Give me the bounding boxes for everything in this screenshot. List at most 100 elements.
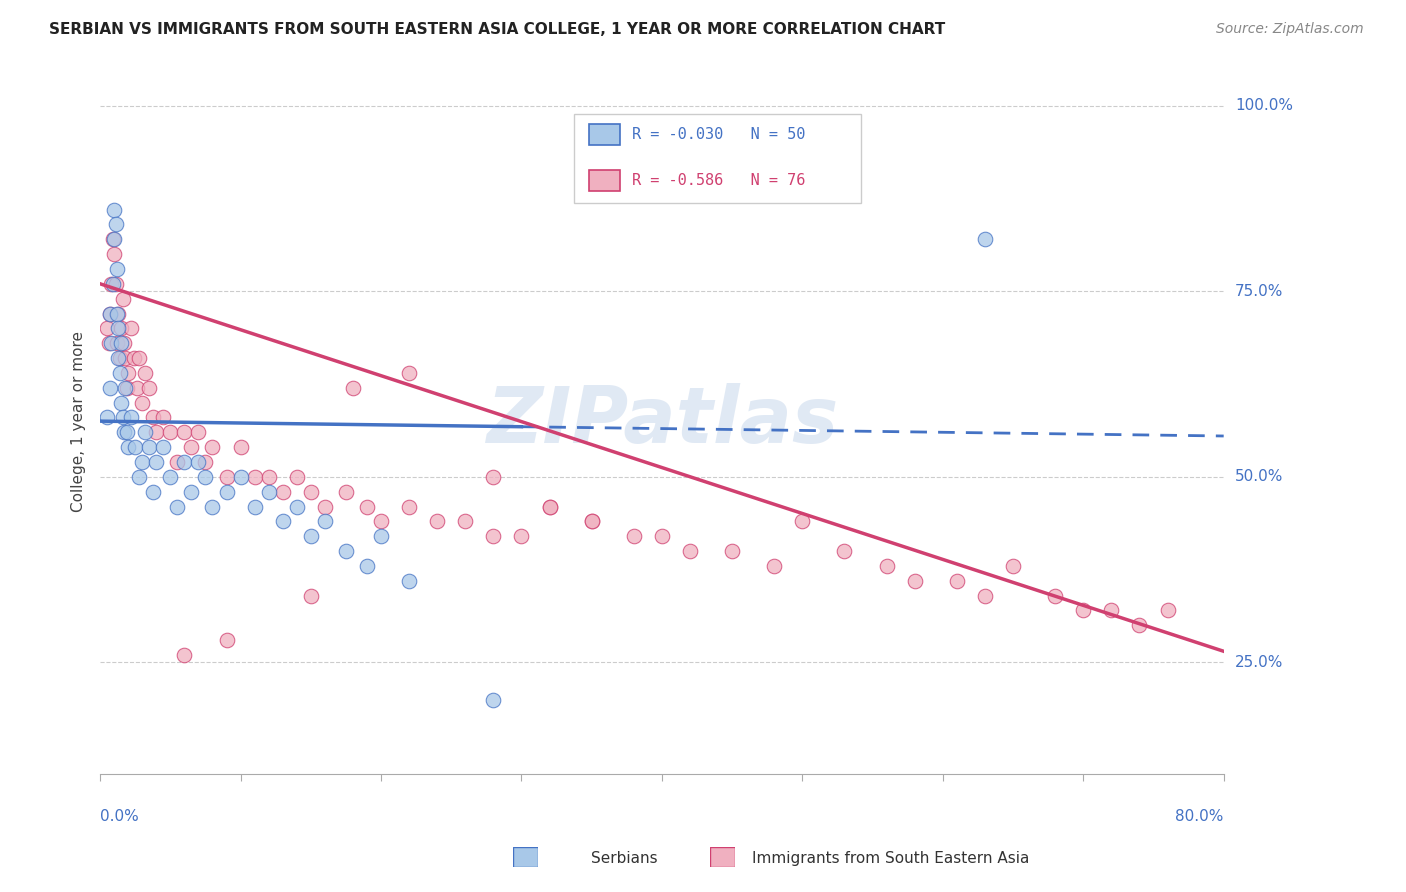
Point (454, 514, 477, 528)
Point (482, 692, 505, 706)
Point (115, 381, 138, 395)
Text: 100.0%: 100.0% (1234, 98, 1294, 113)
Point (1099, 603, 1122, 617)
Point (117, 366, 139, 380)
Point (110, 395, 132, 409)
Point (904, 574, 927, 588)
Point (651, 529, 673, 543)
Point (426, 514, 449, 528)
Point (117, 440, 139, 454)
Point (229, 440, 252, 454)
Point (299, 589, 322, 603)
Point (398, 366, 420, 380)
Point (112, 336, 135, 351)
Point (834, 544, 856, 558)
Point (115, 425, 138, 440)
Point (96, 410, 118, 425)
Point (107, 306, 129, 320)
Point (243, 470, 266, 484)
Point (166, 455, 188, 469)
Point (100, 336, 122, 351)
Point (370, 529, 392, 543)
Point (180, 440, 202, 454)
Point (100, 277, 122, 291)
Point (946, 574, 969, 588)
Point (257, 470, 280, 484)
Point (128, 470, 150, 484)
Point (285, 470, 308, 484)
Point (104, 218, 127, 232)
Point (112, 425, 135, 440)
Point (103, 202, 125, 217)
Point (201, 500, 224, 514)
Point (173, 425, 195, 440)
Point (111, 292, 134, 306)
Point (159, 470, 181, 484)
Point (114, 381, 136, 395)
Point (342, 381, 364, 395)
Text: 0.0%: 0.0% (100, 809, 139, 824)
Point (134, 366, 156, 380)
Point (356, 558, 378, 573)
Point (104, 277, 127, 291)
Point (108, 366, 131, 380)
Point (721, 544, 744, 558)
Point (108, 351, 131, 365)
Point (1071, 603, 1094, 617)
Text: R = -0.586   N = 76: R = -0.586 N = 76 (631, 173, 806, 188)
Point (243, 500, 266, 514)
Point (98, 306, 121, 320)
Point (131, 395, 153, 409)
Point (299, 484, 322, 499)
Point (482, 470, 505, 484)
Point (159, 425, 181, 440)
Point (138, 381, 160, 395)
Point (974, 232, 997, 246)
Point (538, 500, 561, 514)
Point (124, 440, 146, 454)
Point (215, 484, 238, 499)
Point (623, 529, 645, 543)
Point (152, 410, 174, 425)
Point (335, 484, 357, 499)
Point (1043, 589, 1066, 603)
Point (142, 484, 165, 499)
Point (581, 514, 603, 528)
Point (792, 514, 814, 528)
Point (285, 500, 308, 514)
Point (187, 455, 209, 469)
Point (257, 484, 280, 499)
Point (166, 500, 188, 514)
Point (103, 247, 125, 261)
Text: SERBIAN VS IMMIGRANTS FROM SOUTH EASTERN ASIA COLLEGE, 1 YEAR OR MORE CORRELATIO: SERBIAN VS IMMIGRANTS FROM SOUTH EASTERN… (49, 22, 945, 37)
Point (120, 321, 142, 335)
Point (335, 544, 357, 558)
Point (145, 425, 167, 440)
Point (398, 500, 420, 514)
Point (103, 232, 125, 246)
Point (101, 277, 124, 291)
Point (101, 232, 124, 246)
Point (876, 558, 898, 573)
Point (1128, 618, 1150, 632)
Point (1001, 558, 1024, 573)
Text: Serbians: Serbians (591, 851, 657, 865)
Point (398, 574, 420, 588)
Point (134, 425, 156, 440)
Point (122, 351, 145, 365)
Point (510, 529, 533, 543)
Point (97, 336, 120, 351)
Point (114, 351, 136, 365)
Point (187, 425, 209, 440)
Point (482, 529, 505, 543)
Point (105, 336, 128, 351)
Point (201, 440, 224, 454)
Point (581, 514, 603, 528)
Text: R = -0.030   N = 50: R = -0.030 N = 50 (631, 128, 806, 143)
Point (271, 514, 294, 528)
Text: 75.0%: 75.0% (1234, 284, 1284, 299)
Point (356, 500, 378, 514)
Point (194, 470, 217, 484)
Point (173, 455, 195, 469)
Point (152, 440, 174, 454)
